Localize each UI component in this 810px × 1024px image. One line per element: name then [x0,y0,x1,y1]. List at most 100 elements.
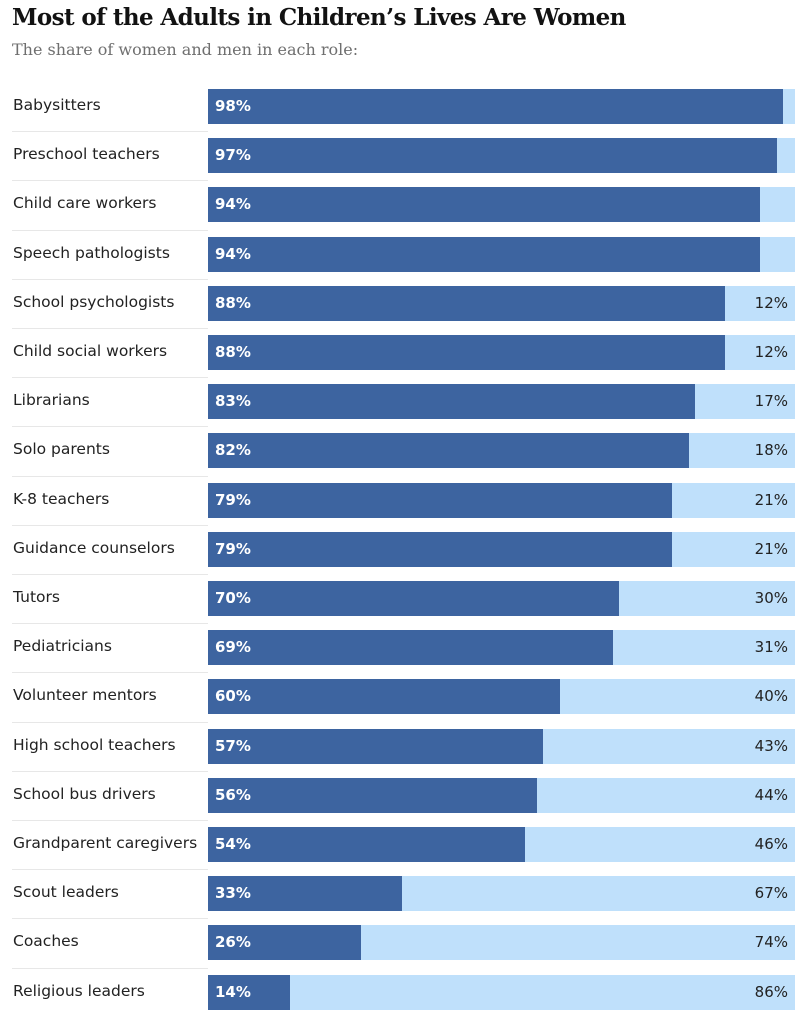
men-bar: 54% 46% [208,827,795,862]
row-divider [12,328,208,329]
men-percent-label: 43% [754,736,788,755]
category-label: Coaches [13,932,79,951]
women-bar [208,187,760,223]
men-percent-label: 46% [754,835,788,853]
chart-subtitle: The share of women and men in each role: [12,40,359,59]
women-bar [208,630,614,666]
row-divider [12,918,208,920]
row-divider [12,524,208,526]
men-percent-label: 18% [754,441,788,460]
category-label: Religious leaders [13,981,145,1000]
men-bar: 56% 44% [208,777,795,813]
men-bar: 33% 67% [208,876,795,912]
women-bar [208,827,525,862]
men-bar: 97% [208,138,795,174]
category-label: Volunteer mentors [13,686,157,705]
women-bar [208,531,672,567]
category-label: Child social workers [13,342,168,360]
chart-row: High school teachers 57% 43% [0,721,810,771]
row-divider [12,377,208,379]
women-bar [208,433,690,469]
row-divider [12,278,208,280]
men-bar: 60% 40% [208,679,795,715]
men-percent-label: 31% [754,638,788,657]
men-percent-label: 17% [754,392,788,411]
men-bar: 88% 12% [208,285,795,321]
category-label: K-8 teachers [13,489,110,508]
women-percent-label: 79% [215,539,251,558]
category-label: School bus drivers [13,784,156,803]
men-percent-label: 12% [754,293,788,312]
women-bar [208,876,402,912]
women-bar [208,384,696,420]
chart-row: Grandparent caregivers 54% 46% [0,820,810,869]
chart-row: Tutors 70% 30% [0,574,810,623]
category-label: Grandparent caregivers [13,834,198,852]
women-percent-label: 26% [215,933,251,952]
chart-row: Preschool teachers 97% [0,131,810,180]
women-percent-label: 14% [215,982,251,1001]
women-bar [208,285,725,321]
chart-row: Guidance counselors 79% 21% [0,524,810,574]
chart-row: Child social workers 88% 12% [0,328,810,377]
category-label: School psychologists [13,292,175,311]
chart-row: Scout leaders 33% 67% [0,869,810,918]
men-percent-label: 67% [754,884,788,903]
women-percent-label: 57% [215,736,251,755]
women-bar [208,138,778,174]
women-bar [208,89,784,124]
men-bar: 94% [208,236,795,272]
category-label: Librarians [13,391,90,410]
category-label: Scout leaders [13,883,119,902]
women-percent-label: 88% [215,293,251,312]
women-percent-label: 33% [215,884,251,903]
men-bar: 69% 31% [208,630,795,666]
women-percent-label: 69% [215,638,251,657]
men-bar: 14% 86% [208,974,795,1010]
row-divider [12,721,208,723]
category-label: Tutors [13,588,60,606]
chart-row: Solo parents 82% 18% [0,426,810,475]
men-bar: 88% 12% [208,335,795,370]
women-percent-label: 56% [215,785,251,804]
women-percent-label: 70% [215,589,251,607]
men-percent-label: 44% [754,785,788,804]
category-label: High school teachers [13,735,176,754]
men-bar: 26% 74% [208,925,795,961]
women-percent-label: 94% [215,195,251,214]
row-divider [12,672,208,674]
women-bar [208,236,760,272]
row-divider [12,475,208,477]
men-percent-label: 30% [754,589,788,607]
women-percent-label: 79% [215,490,251,509]
women-bar [208,335,725,370]
row-divider [12,770,208,772]
chart-row: School bus drivers 56% 44% [0,770,810,820]
men-percent-label: 74% [754,933,788,952]
row-divider [12,623,208,625]
women-percent-label: 83% [215,392,251,411]
chart-row: Pediatricians 69% 31% [0,623,810,672]
row-divider [12,426,208,428]
stacked-bar-chart: Babysitters 98% Preschool teachers 97% Child… [0,82,810,1024]
row-divider [12,180,208,182]
men-percent-label: 86% [754,982,788,1001]
chart-row: Babysitters 98% [0,82,810,131]
row-divider [12,820,208,821]
women-bar [208,974,291,1010]
men-bar: 70% 30% [208,581,795,616]
women-percent-label: 98% [215,97,251,115]
row-divider [12,131,208,133]
women-bar [208,581,619,616]
men-bar: 82% 18% [208,433,795,469]
men-bar: 94% [208,187,795,223]
men-percent-label: 21% [754,539,788,558]
chart-title: Most of the Adults in Children’s Lives A… [12,4,626,31]
men-bar: 98% [208,89,795,124]
men-percent-label: 12% [754,343,788,361]
chart-row: Speech pathologists 94% [0,229,810,279]
women-percent-label: 88% [215,343,251,361]
category-label: Preschool teachers [13,145,160,164]
category-label: Babysitters [13,96,101,114]
row-divider [12,229,208,231]
